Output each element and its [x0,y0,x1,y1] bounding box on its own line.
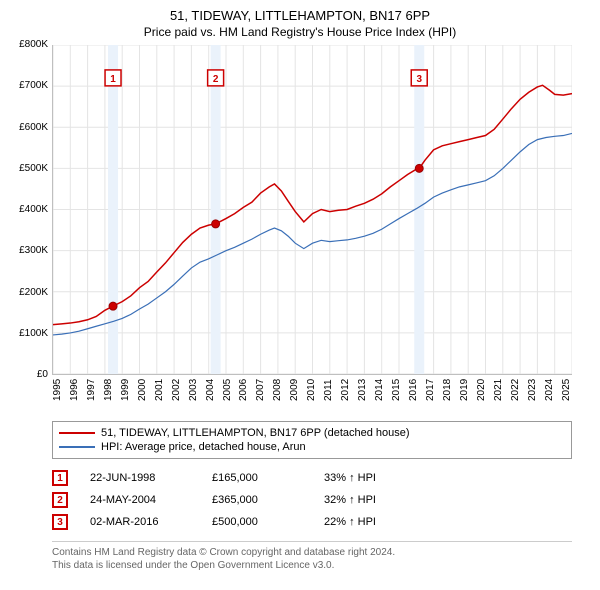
x-tick-label: 2009 [289,379,300,415]
legend-item: HPI: Average price, detached house, Arun [59,440,565,454]
legend-label: 51, TIDEWAY, LITTLEHAMPTON, BN17 6PP (de… [101,427,410,439]
x-tick-label: 2000 [137,379,148,415]
plot-row: £800K£700K£600K£500K£400K£300K£200K£100K… [10,45,590,375]
plot-svg: 1 2 3 [53,45,572,374]
event-marker-box: 2 [52,492,68,508]
chart-container: 51, TIDEWAY, LITTLEHAMPTON, BN17 6PP Pri… [0,0,600,582]
x-tick-label: 1996 [69,379,80,415]
x-tick-label: 2005 [222,379,233,415]
chart-title-address: 51, TIDEWAY, LITTLEHAMPTON, BN17 6PP [10,8,590,23]
chart-subtitle: Price paid vs. HM Land Registry's House … [10,25,590,39]
y-axis-labels: £800K£700K£600K£500K£400K£300K£200K£100K… [10,45,52,375]
legend-label: HPI: Average price, detached house, Arun [101,441,306,453]
x-tick-label: 2007 [255,379,266,415]
x-tick-label: 2011 [323,379,334,415]
x-tick-label: 2022 [510,379,521,415]
x-tick-label: 2025 [561,379,572,415]
event-row: 2 24-MAY-2004 £365,000 32% ↑ HPI [52,489,572,511]
attribution-footer: Contains HM Land Registry data © Crown c… [52,541,572,572]
x-tick-label: 2020 [476,379,487,415]
event-date: 02-MAR-2016 [90,516,190,528]
legend-color-swatch [59,446,95,448]
x-tick-label: 1999 [120,379,131,415]
x-tick-label: 2017 [425,379,436,415]
x-tick-label: 2008 [272,379,283,415]
x-tick-label: 2003 [188,379,199,415]
x-tick-label: 2024 [544,379,555,415]
x-axis-labels: 1995 1996 1997 1998 1999 2000 2001 2002 2003 2004… [52,375,572,415]
legend: 51, TIDEWAY, LITTLEHAMPTON, BN17 6PP (de… [52,421,572,459]
x-tick-label: 2004 [205,379,216,415]
event-row: 1 22-JUN-1998 £165,000 33% ↑ HPI [52,467,572,489]
x-tick-label: 2023 [527,379,538,415]
events-table: 1 22-JUN-1998 £165,000 33% ↑ HPI 2 24-MAY-200… [52,467,572,533]
legend-color-swatch [59,432,95,434]
footer-line-1: Contains HM Land Registry data © Crown c… [52,546,572,559]
svg-text:1: 1 [110,74,116,85]
x-tick-label: 2018 [442,379,453,415]
event-note: 32% ↑ HPI [324,494,376,506]
x-tick-label: 1998 [103,379,114,415]
event-row: 3 02-MAR-2016 £500,000 22% ↑ HPI [52,511,572,533]
x-tick-label: 2016 [408,379,419,415]
footer-line-2: This data is licensed under the Open Gov… [52,559,572,572]
x-tick-label: 1997 [86,379,97,415]
event-price: £165,000 [212,472,302,484]
x-tick-label: 2002 [171,379,182,415]
event-note: 22% ↑ HPI [324,516,376,528]
plot-area: 1 2 3 [52,45,572,375]
event-note: 33% ↑ HPI [324,472,376,484]
event-date: 22-JUN-1998 [90,472,190,484]
x-tick-label: 2021 [493,379,504,415]
event-date: 24-MAY-2004 [90,494,190,506]
x-tick-label: 2015 [391,379,402,415]
x-tick-label: 2014 [374,379,385,415]
x-tick-label: 2019 [459,379,470,415]
event-price: £500,000 [212,516,302,528]
x-tick-label: 2001 [154,379,165,415]
event-marker-box: 3 [52,514,68,530]
x-tick-label: 2012 [340,379,351,415]
svg-text:3: 3 [416,74,422,85]
event-price: £365,000 [212,494,302,506]
x-tick-label: 2006 [238,379,249,415]
x-tick-label: 1995 [52,379,63,415]
legend-item: 51, TIDEWAY, LITTLEHAMPTON, BN17 6PP (de… [59,426,565,440]
event-marker-box: 1 [52,470,68,486]
svg-text:2: 2 [213,74,219,85]
x-tick-label: 2010 [306,379,317,415]
x-tick-label: 2013 [357,379,368,415]
